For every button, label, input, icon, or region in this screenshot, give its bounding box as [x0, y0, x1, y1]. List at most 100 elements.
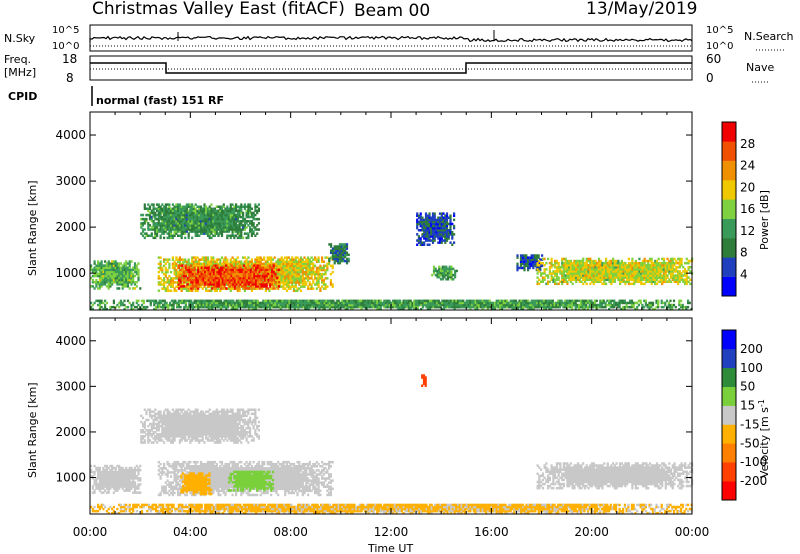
heatmap-cell [170, 283, 173, 286]
heatmap-cell [283, 299, 286, 303]
heatmap-cell [315, 266, 318, 270]
heatmap-cell [192, 220, 195, 223]
heatmap-cell [194, 228, 197, 231]
heatmap-cell [673, 261, 676, 265]
heatmap-cell [643, 270, 646, 273]
heatmap-cell [246, 270, 249, 274]
heatmap-cell [578, 276, 581, 279]
heatmap-cell [442, 239, 445, 242]
heatmap-cell [252, 215, 255, 219]
heatmap-cell [446, 269, 450, 273]
heatmap-cell [582, 274, 585, 277]
heatmap-cell [278, 260, 282, 263]
heatmap-cell [285, 272, 289, 276]
heatmap-cell [126, 262, 130, 265]
heatmap-cell [210, 228, 213, 231]
heatmap-cell [229, 213, 232, 217]
heatmap-cell [562, 276, 565, 279]
heatmap-cell [143, 207, 146, 210]
heatmap-cell [440, 222, 443, 226]
heatmap-cell [221, 276, 224, 280]
heatmap-cell [328, 243, 331, 246]
heatmap-cell [426, 214, 429, 217]
heatmap-cell [684, 272, 687, 275]
heatmap-cell [166, 213, 169, 217]
heatmap-cell [145, 217, 148, 221]
heatmap-cell [277, 266, 280, 270]
heatmap-cell [161, 270, 164, 274]
heatmap-cell [592, 280, 595, 283]
heatmap-cell [678, 276, 681, 279]
heatmap-cell [385, 305, 388, 309]
heatmap-cell [194, 207, 197, 210]
heatmap-cell [109, 307, 112, 311]
heatmap-cell [260, 301, 263, 305]
heatmap-cell [251, 281, 254, 284]
heatmap-cell [200, 270, 203, 274]
heatmap-cell [678, 261, 681, 265]
heatmap-cell [294, 268, 297, 272]
heatmap-cell [564, 266, 567, 269]
heatmap-cell [673, 257, 676, 261]
heatmap-cell [112, 272, 115, 276]
heatmap-cell [345, 251, 349, 254]
heatmap-cell [641, 259, 644, 263]
heatmap-cell [203, 217, 206, 221]
heatmap-cell [196, 260, 199, 263]
heatmap-cell [192, 260, 195, 263]
heatmap-cell [100, 305, 103, 309]
heatmap-cell [285, 258, 289, 261]
heatmap-cell [254, 207, 257, 210]
heatmap-cell [305, 268, 308, 272]
heatmap-cell [275, 270, 278, 274]
freq-line [90, 62, 692, 74]
heatmap-cell [235, 222, 238, 225]
heatmap-cell [230, 299, 233, 303]
heatmap-cell [416, 224, 419, 228]
heatmap-cell [233, 207, 236, 210]
heatmap-cell [170, 307, 173, 311]
heatmap-cell [215, 226, 218, 229]
heatmap-cell [184, 278, 187, 282]
heatmap-cell [636, 268, 639, 271]
heatmap-cell [210, 217, 213, 221]
heatmap-cell [346, 307, 349, 311]
heatmap-cell [664, 266, 667, 269]
heatmap-cell [232, 303, 235, 307]
heatmap-cell [201, 232, 204, 235]
heatmap-cell [669, 268, 673, 271]
heatmap-cell [170, 277, 173, 280]
heatmap-cell [351, 301, 354, 305]
heatmap-cell [218, 276, 221, 280]
heatmap-cell [675, 259, 678, 263]
heatmap-cell [307, 268, 310, 272]
heatmap-cell [671, 270, 674, 273]
heatmap-cell [177, 220, 180, 223]
heatmap-cell [383, 303, 386, 307]
heatmap-cell [648, 270, 652, 273]
heatmap-cell [104, 260, 107, 263]
heatmap-cell [282, 285, 285, 288]
heatmap-cell [650, 261, 653, 265]
heatmap-cell [235, 205, 238, 208]
heatmap-cell [184, 222, 187, 225]
heatmap-cell [132, 287, 135, 290]
heatmap-cell [597, 261, 601, 265]
heatmap-cell [228, 270, 231, 274]
heatmap-cell [543, 257, 546, 261]
heatmap-cell [443, 267, 446, 271]
heatmap-cell [652, 264, 655, 267]
heatmap-cell [157, 215, 160, 219]
heatmap-cell [617, 274, 620, 277]
heatmap-cell [140, 307, 144, 311]
heatmap-cell [274, 305, 277, 309]
heatmap-cell [242, 266, 245, 270]
heatmap-cell [624, 261, 627, 265]
heatmap-cell [196, 222, 199, 225]
heatmap-cell [181, 299, 184, 303]
heatmap-cell [222, 220, 225, 223]
heatmap-cell [240, 209, 243, 213]
heatmap-cell [627, 278, 630, 281]
heatmap-cell [147, 226, 150, 229]
heatmap-cell [219, 299, 223, 303]
